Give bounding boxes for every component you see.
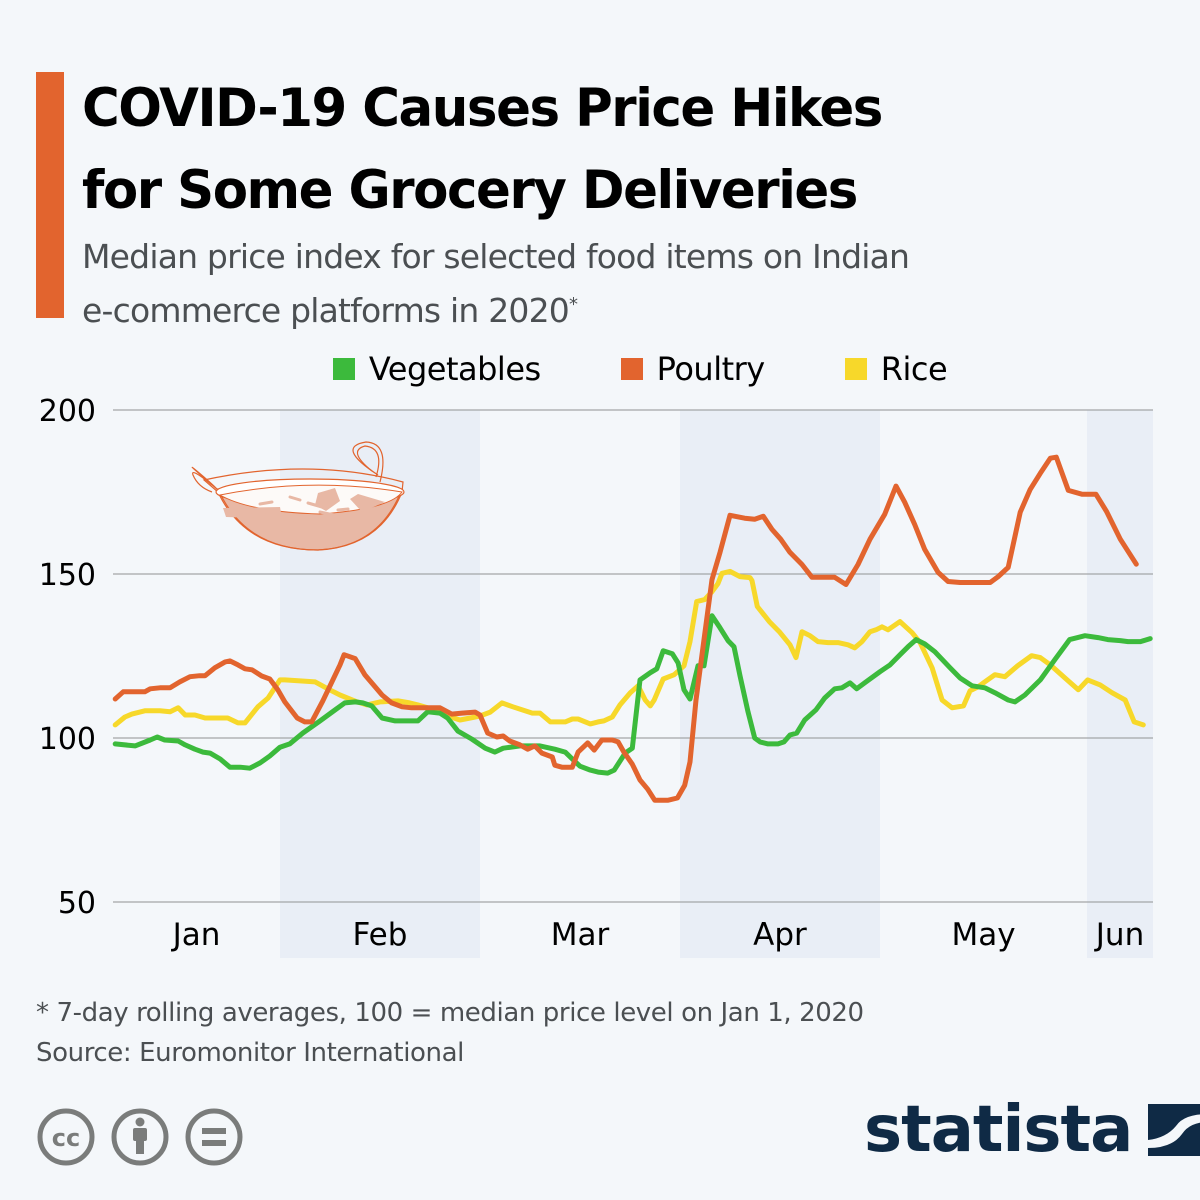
legend-label-poultry: Poultry xyxy=(656,350,766,388)
y-tick-label: 100 xyxy=(39,722,96,757)
footnote-note: * 7-day rolling averages, 100 = median p… xyxy=(36,998,864,1028)
x-tick-label: Jan xyxy=(171,917,221,953)
title-accent-bar xyxy=(36,72,64,318)
x-tick-label: Feb xyxy=(353,917,408,953)
legend-item-poultry[interactable]: Poultry xyxy=(620,350,766,388)
legend-swatch-vegetables xyxy=(332,358,355,380)
statista-wordmark: statista xyxy=(864,1093,1133,1167)
subtitle-line-2: e-commerce platforms in 2020 xyxy=(82,291,570,330)
legend-swatch-rice xyxy=(844,358,867,380)
chart-legend: Vegetables Poultry Rice xyxy=(0,350,1200,388)
series-line-rice xyxy=(112,568,1146,728)
y-tick-label: 200 xyxy=(39,394,96,429)
footnote: * 7-day rolling averages, 100 = median p… xyxy=(36,993,864,1073)
y-tick-label: 50 xyxy=(58,886,96,921)
legend-label-rice: Rice xyxy=(880,350,948,388)
y-axis-labels: 50 100 150 200 xyxy=(39,394,96,921)
chart-title: COVID-19 Causes Price Hikes for Some Gro… xyxy=(82,68,1149,232)
svg-text:cc: cc xyxy=(52,1124,80,1152)
title-line-2: for Some Grocery Deliveries xyxy=(82,160,858,221)
y-tick-label: 150 xyxy=(39,558,96,593)
by-attribution-icon[interactable] xyxy=(110,1107,170,1167)
series-line-poultry xyxy=(112,454,1139,803)
x-tick-label: Jun xyxy=(1094,917,1144,953)
legend-swatch-poultry xyxy=(620,358,643,380)
cc-icon[interactable]: cc xyxy=(36,1107,96,1167)
x-tick-label: May xyxy=(951,917,1015,953)
series-line-vegetables xyxy=(112,613,1153,776)
month-bands xyxy=(280,410,1153,958)
legend-label-vegetables: Vegetables xyxy=(368,350,541,388)
x-tick-label: Mar xyxy=(551,917,610,953)
legend-item-vegetables[interactable]: Vegetables xyxy=(332,350,541,388)
nd-no-derivatives-icon[interactable] xyxy=(184,1107,244,1167)
legend-item-rice[interactable]: Rice xyxy=(844,350,948,388)
series-lines xyxy=(112,454,1153,803)
x-axis-labels: Jan Feb Mar Apr May Jun xyxy=(171,917,1145,953)
line-chart: Jan Feb Mar Apr May Jun 50 100 150 200 xyxy=(39,394,1153,958)
kadai-bowl-icon xyxy=(191,441,405,551)
title-line-1: COVID-19 Causes Price Hikes xyxy=(82,78,883,139)
license-icons: cc xyxy=(36,1107,244,1167)
footnote-source: Source: Euromonitor International xyxy=(36,1038,464,1068)
chart-subtitle: Median price index for selected food ite… xyxy=(82,233,1142,335)
statista-logo-icon xyxy=(1148,1104,1200,1156)
subtitle-line-1: Median price index for selected food ite… xyxy=(82,237,910,276)
statista-logo[interactable]: statista xyxy=(864,1098,1200,1162)
x-tick-label: Apr xyxy=(753,917,807,953)
subtitle-footnote-mark: * xyxy=(568,294,578,315)
